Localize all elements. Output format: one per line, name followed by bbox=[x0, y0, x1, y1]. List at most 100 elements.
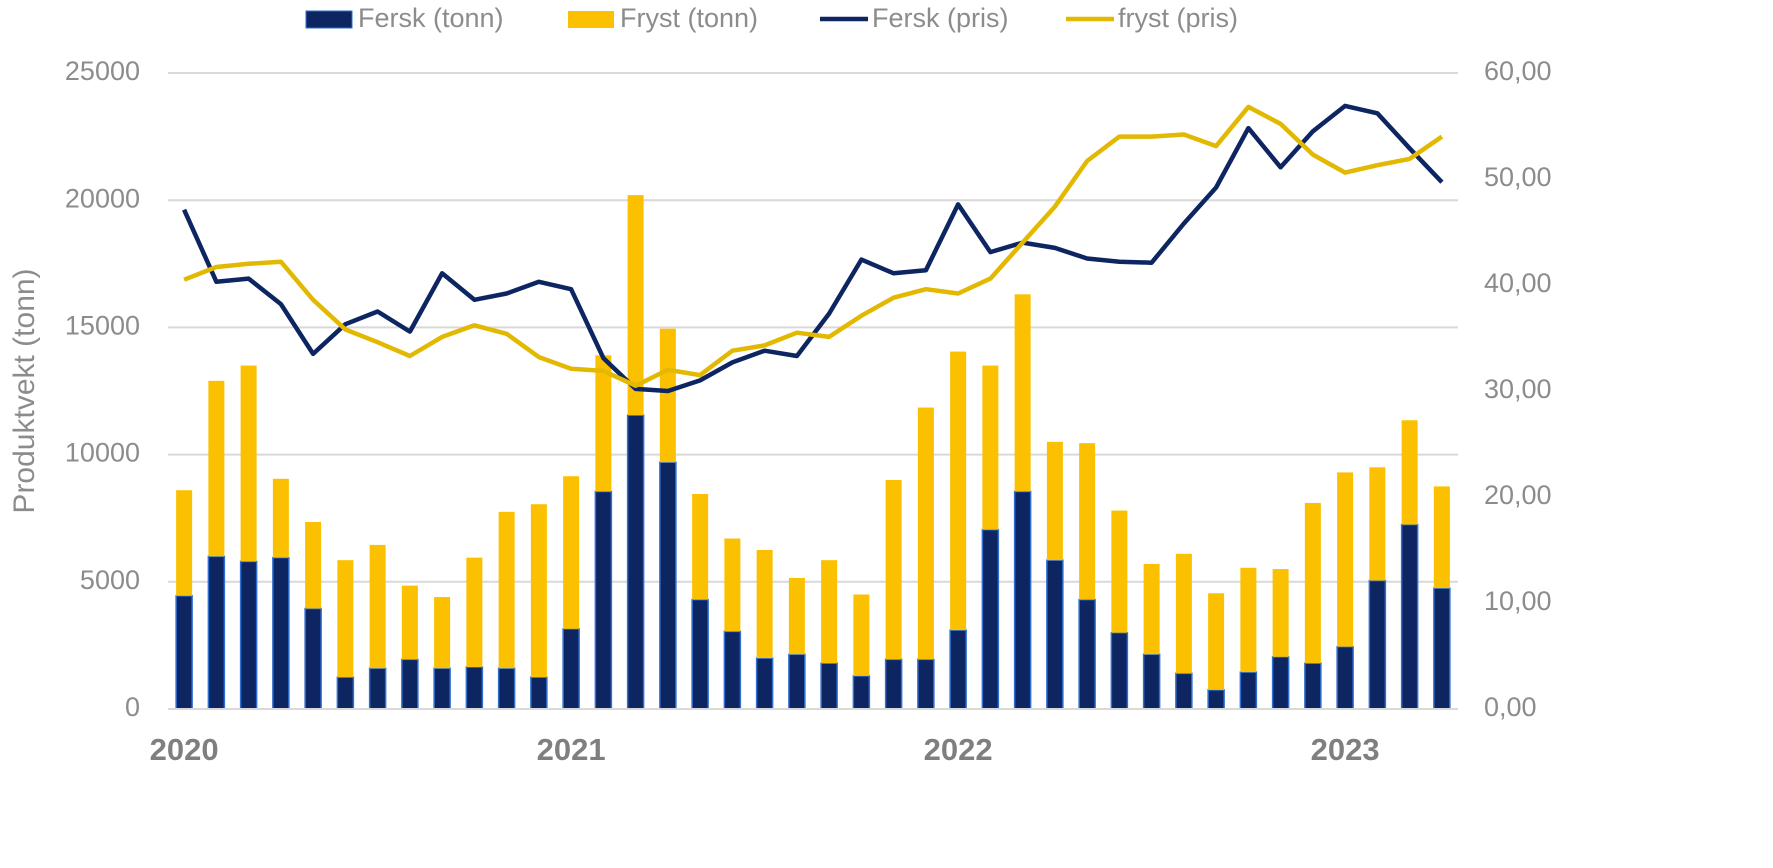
bar bbox=[691, 598, 709, 710]
bar bbox=[240, 365, 257, 562]
bar bbox=[755, 657, 774, 710]
bar bbox=[595, 355, 612, 492]
bar bbox=[788, 577, 805, 655]
bar bbox=[336, 676, 355, 710]
line bbox=[183, 104, 1444, 388]
bar bbox=[1336, 645, 1354, 710]
bar bbox=[1142, 653, 1161, 710]
bar bbox=[401, 585, 418, 660]
bar bbox=[1369, 467, 1386, 581]
bar bbox=[1143, 563, 1160, 655]
bar bbox=[917, 407, 934, 660]
bar bbox=[1304, 502, 1321, 664]
y-tick-label: 25000 bbox=[65, 56, 140, 86]
bar bbox=[1111, 510, 1128, 633]
legend-label: Fersk (tonn) bbox=[358, 3, 504, 33]
legend-swatch bbox=[305, 10, 353, 29]
bar bbox=[1110, 631, 1129, 710]
bar bbox=[884, 658, 903, 710]
bar bbox=[207, 555, 226, 710]
legend-label: fryst (pris) bbox=[1118, 3, 1238, 33]
bar bbox=[1337, 472, 1354, 647]
bar bbox=[1272, 569, 1289, 657]
bar bbox=[1013, 490, 1032, 710]
bar bbox=[982, 365, 999, 530]
bar bbox=[305, 522, 322, 609]
legend-swatch bbox=[568, 11, 614, 28]
bar bbox=[1271, 656, 1290, 710]
bar bbox=[1401, 420, 1418, 525]
bar bbox=[272, 478, 289, 558]
bar bbox=[434, 597, 451, 669]
y-tick-label: 15000 bbox=[65, 311, 140, 341]
bar bbox=[497, 667, 516, 710]
bar bbox=[692, 494, 709, 600]
bar bbox=[659, 328, 676, 463]
bar bbox=[885, 480, 902, 660]
y-tick-label: 5000 bbox=[80, 565, 140, 595]
bar bbox=[466, 557, 483, 668]
bar bbox=[530, 504, 547, 678]
bar bbox=[981, 528, 1000, 710]
bar bbox=[723, 630, 742, 710]
y2-tick-label: 60,00 bbox=[1484, 56, 1552, 86]
y2-tick-label: 10,00 bbox=[1484, 586, 1552, 616]
bar bbox=[1400, 523, 1419, 710]
bar bbox=[1433, 486, 1450, 589]
bar bbox=[788, 653, 806, 710]
y2-tick-label: 0,00 bbox=[1484, 692, 1537, 722]
bar bbox=[627, 195, 644, 416]
bar bbox=[1078, 598, 1096, 710]
bar bbox=[563, 476, 580, 629]
bar bbox=[1046, 441, 1063, 561]
bar bbox=[368, 667, 387, 710]
x-tick-label: 2023 bbox=[1311, 732, 1380, 767]
bar bbox=[433, 667, 451, 710]
x-tick-label: 2022 bbox=[924, 732, 993, 767]
bar bbox=[852, 675, 871, 710]
bar bbox=[1368, 579, 1387, 710]
bar bbox=[530, 676, 548, 710]
bar bbox=[853, 594, 870, 676]
y2-tick-label: 50,00 bbox=[1484, 162, 1552, 192]
bar bbox=[498, 511, 515, 669]
bar bbox=[208, 380, 225, 557]
bar bbox=[465, 666, 484, 710]
y2-tick-label: 20,00 bbox=[1484, 480, 1552, 510]
bar bbox=[820, 662, 838, 710]
line bbox=[182, 103, 1444, 394]
bar bbox=[1046, 559, 1064, 710]
bar bbox=[337, 560, 354, 678]
bar bbox=[239, 560, 258, 710]
bar bbox=[369, 544, 386, 669]
bar bbox=[1175, 672, 1193, 710]
bar bbox=[1304, 662, 1322, 710]
y-tick-label: 0 bbox=[125, 692, 140, 722]
bar bbox=[1239, 671, 1258, 710]
bar bbox=[659, 461, 677, 710]
bar bbox=[1208, 593, 1225, 690]
legend-label: Fersk (pris) bbox=[872, 3, 1009, 33]
bar bbox=[949, 629, 967, 710]
bar bbox=[950, 351, 967, 631]
bar bbox=[175, 595, 193, 710]
bar bbox=[304, 607, 322, 710]
y-axis-title: Produktvekt (tonn) bbox=[8, 268, 41, 513]
bar bbox=[821, 560, 838, 664]
x-tick-label: 2020 bbox=[150, 732, 219, 767]
x-tick-label: 2021 bbox=[537, 732, 606, 767]
bar bbox=[594, 490, 613, 710]
bar bbox=[626, 414, 645, 710]
y-tick-label: 10000 bbox=[65, 438, 140, 468]
bar bbox=[1433, 587, 1451, 710]
bar bbox=[1014, 294, 1031, 492]
legend-label: Fryst (tonn) bbox=[620, 3, 758, 33]
bar bbox=[562, 628, 580, 710]
bar bbox=[1207, 689, 1225, 710]
bar bbox=[401, 658, 419, 710]
bar bbox=[1175, 553, 1192, 674]
y2-tick-label: 40,00 bbox=[1484, 268, 1552, 298]
bar bbox=[1240, 567, 1257, 673]
bar bbox=[272, 556, 290, 710]
